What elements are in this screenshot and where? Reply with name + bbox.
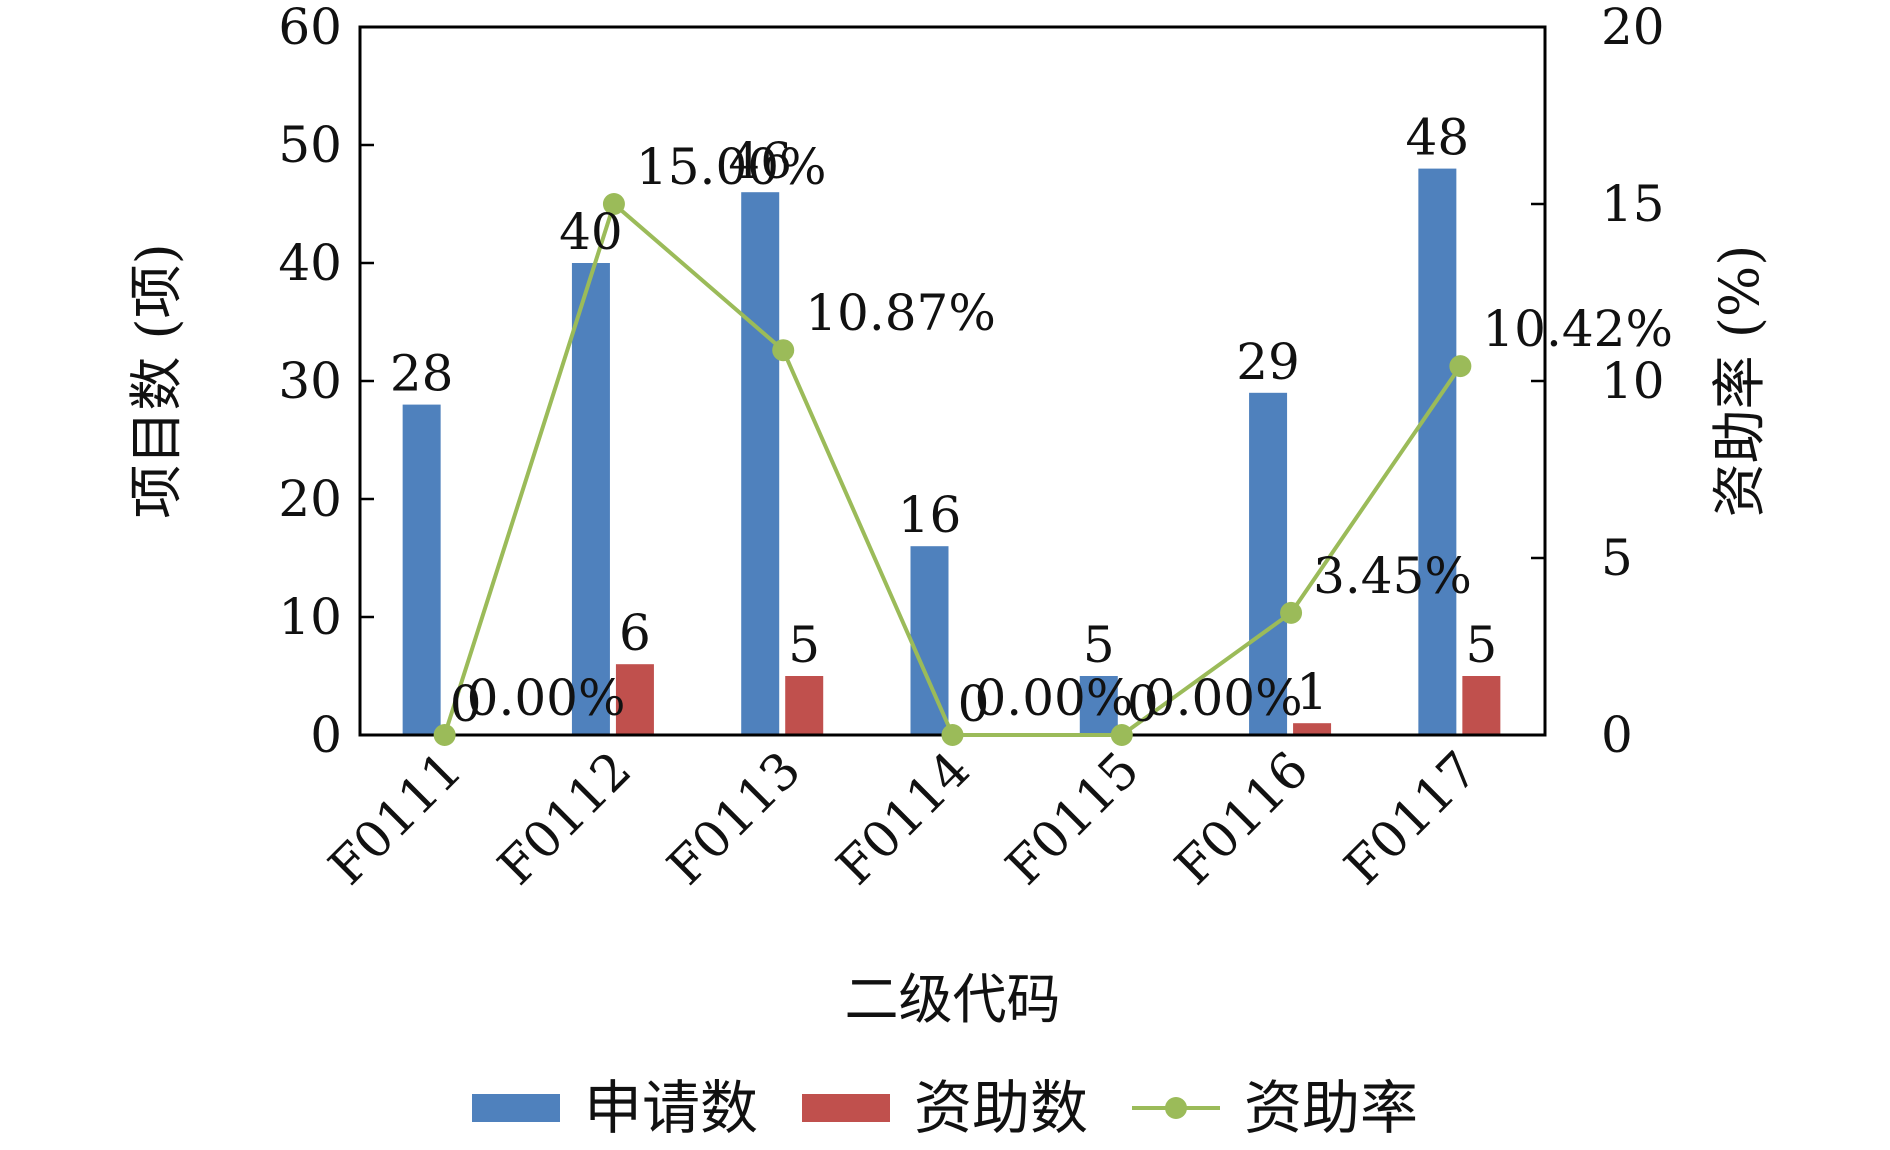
rate-point <box>433 724 456 746</box>
rate-point <box>941 724 964 746</box>
bar-applied-label: 29 <box>1236 333 1300 391</box>
legend-label: 申请数 <box>584 1074 758 1142</box>
rate-label: 10.42% <box>1482 300 1673 358</box>
bar-funded <box>615 664 654 735</box>
bar-applied-label: 40 <box>559 203 623 261</box>
bar-funded-label: 6 <box>619 604 651 662</box>
bar-applied <box>1079 676 1118 735</box>
x-axis-ticks: F0111 F0112 F0113 F0114 F0115 F0116 F0117 <box>318 740 1489 896</box>
left-axis-title: 项目数 (项) <box>125 243 188 518</box>
legend-bar-swatch <box>472 1094 560 1122</box>
bar-funded-label: 5 <box>788 616 820 674</box>
rate-label: 0.00% <box>1144 669 1303 727</box>
x-tick-label: F0117 <box>1333 740 1489 896</box>
bar-funded-label: 0 <box>450 675 482 733</box>
right-tick-label: 0 <box>1601 706 1633 764</box>
rate-label: 10.87% <box>805 284 996 342</box>
rate-label: 3.45% <box>1313 547 1472 605</box>
x-tick-label: F0112 <box>487 740 643 896</box>
right-tick-label: 20 <box>1601 0 1665 56</box>
rate-label: 15.00% <box>636 138 827 196</box>
left-axis-ticks: 0 10 20 30 40 50 60 <box>278 0 374 764</box>
x-tick-label: F0114 <box>825 740 981 896</box>
rate-label: 0.00% <box>467 669 626 727</box>
legend-marker <box>1165 1097 1187 1119</box>
legend-label: 资助率 <box>1244 1074 1418 1142</box>
x-tick-label: F0115 <box>995 740 1151 896</box>
bar-funded <box>1462 676 1501 735</box>
right-tick-label: 15 <box>1601 175 1665 233</box>
bar-applied <box>741 192 780 735</box>
legend-bar-swatch <box>802 1094 890 1122</box>
data-labels-layer: 280406465160502914850.00%15.00%10.87%0.0… <box>390 109 1673 733</box>
x-tick-label: F0113 <box>656 740 812 896</box>
rate-point <box>772 339 795 362</box>
bar-funded-label: 0 <box>958 675 990 733</box>
right-axis-title: 资助率 (%) <box>1708 245 1771 518</box>
bar-applied-label: 48 <box>1406 109 1470 167</box>
bar-applied-label: 16 <box>898 486 962 544</box>
rate-point <box>1280 601 1303 624</box>
plot-frame <box>358 25 1547 737</box>
bar-funded <box>785 676 824 735</box>
left-tick-label: 60 <box>278 0 342 56</box>
x-axis-title: 二级代码 <box>845 968 1061 1031</box>
bar-applied <box>910 546 949 735</box>
bar-funded-label: 1 <box>1296 663 1328 721</box>
rate-point <box>1449 355 1472 378</box>
left-tick-label: 30 <box>278 352 342 410</box>
right-tick-label: 10 <box>1601 352 1665 410</box>
bars-layer <box>402 168 1501 736</box>
x-tick-label: F0116 <box>1164 740 1320 896</box>
left-tick-label: 40 <box>278 234 342 292</box>
bar-applied <box>402 404 441 735</box>
bar-funded-label: 5 <box>1465 616 1497 674</box>
bar-applied-label: 28 <box>390 345 454 403</box>
rate-point <box>602 193 625 215</box>
line-layer <box>433 193 1472 746</box>
left-tick-label: 0 <box>310 706 342 764</box>
legend-label: 资助数 <box>914 1074 1088 1142</box>
bar-funded-label: 0 <box>1127 675 1159 733</box>
bar-applied-label: 5 <box>1083 616 1115 674</box>
bar-applied <box>571 263 610 735</box>
bar-applied <box>1418 168 1457 736</box>
rate-label: 0.00% <box>975 669 1134 727</box>
rate-point <box>1110 724 1133 746</box>
right-tick-label: 5 <box>1601 529 1633 587</box>
bar-applied-label: 46 <box>728 132 792 190</box>
left-tick-label: 50 <box>278 116 342 174</box>
bar-funded <box>1293 723 1332 735</box>
bar-applied <box>1249 392 1288 735</box>
right-axis-ticks: 0 5 10 15 20 <box>1531 0 1665 764</box>
legend: 申请数 资助数 资助率 <box>472 1074 1418 1142</box>
left-tick-label: 10 <box>278 588 342 646</box>
left-tick-label: 20 <box>278 470 342 528</box>
